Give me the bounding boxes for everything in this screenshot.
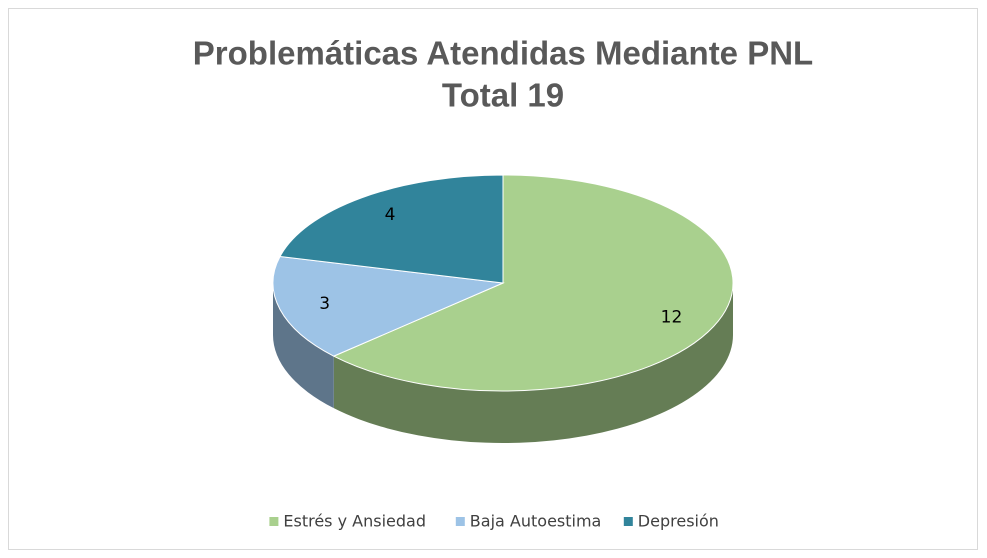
legend-swatch: [455, 517, 465, 526]
data-label: 12: [661, 308, 683, 328]
pie-slice: [332, 174, 734, 392]
legend-swatch: [623, 517, 633, 526]
chart-title: Problemáticas Atendidas Mediante PNL: [193, 35, 813, 72]
pie-slice: [279, 174, 504, 284]
data-label: 4: [385, 205, 396, 225]
pie-side: [333, 283, 733, 443]
pie-side: [273, 283, 334, 409]
legend-label: Baja Autoestima: [470, 512, 602, 531]
legend-label: Estrés y Ansiedad: [283, 512, 426, 531]
legend-swatch: [269, 517, 279, 526]
pie-slice: [272, 255, 505, 357]
chart-subtitle: Total 19: [442, 77, 564, 114]
legend-label: Depresión: [638, 512, 719, 531]
data-label: 3: [319, 294, 330, 314]
